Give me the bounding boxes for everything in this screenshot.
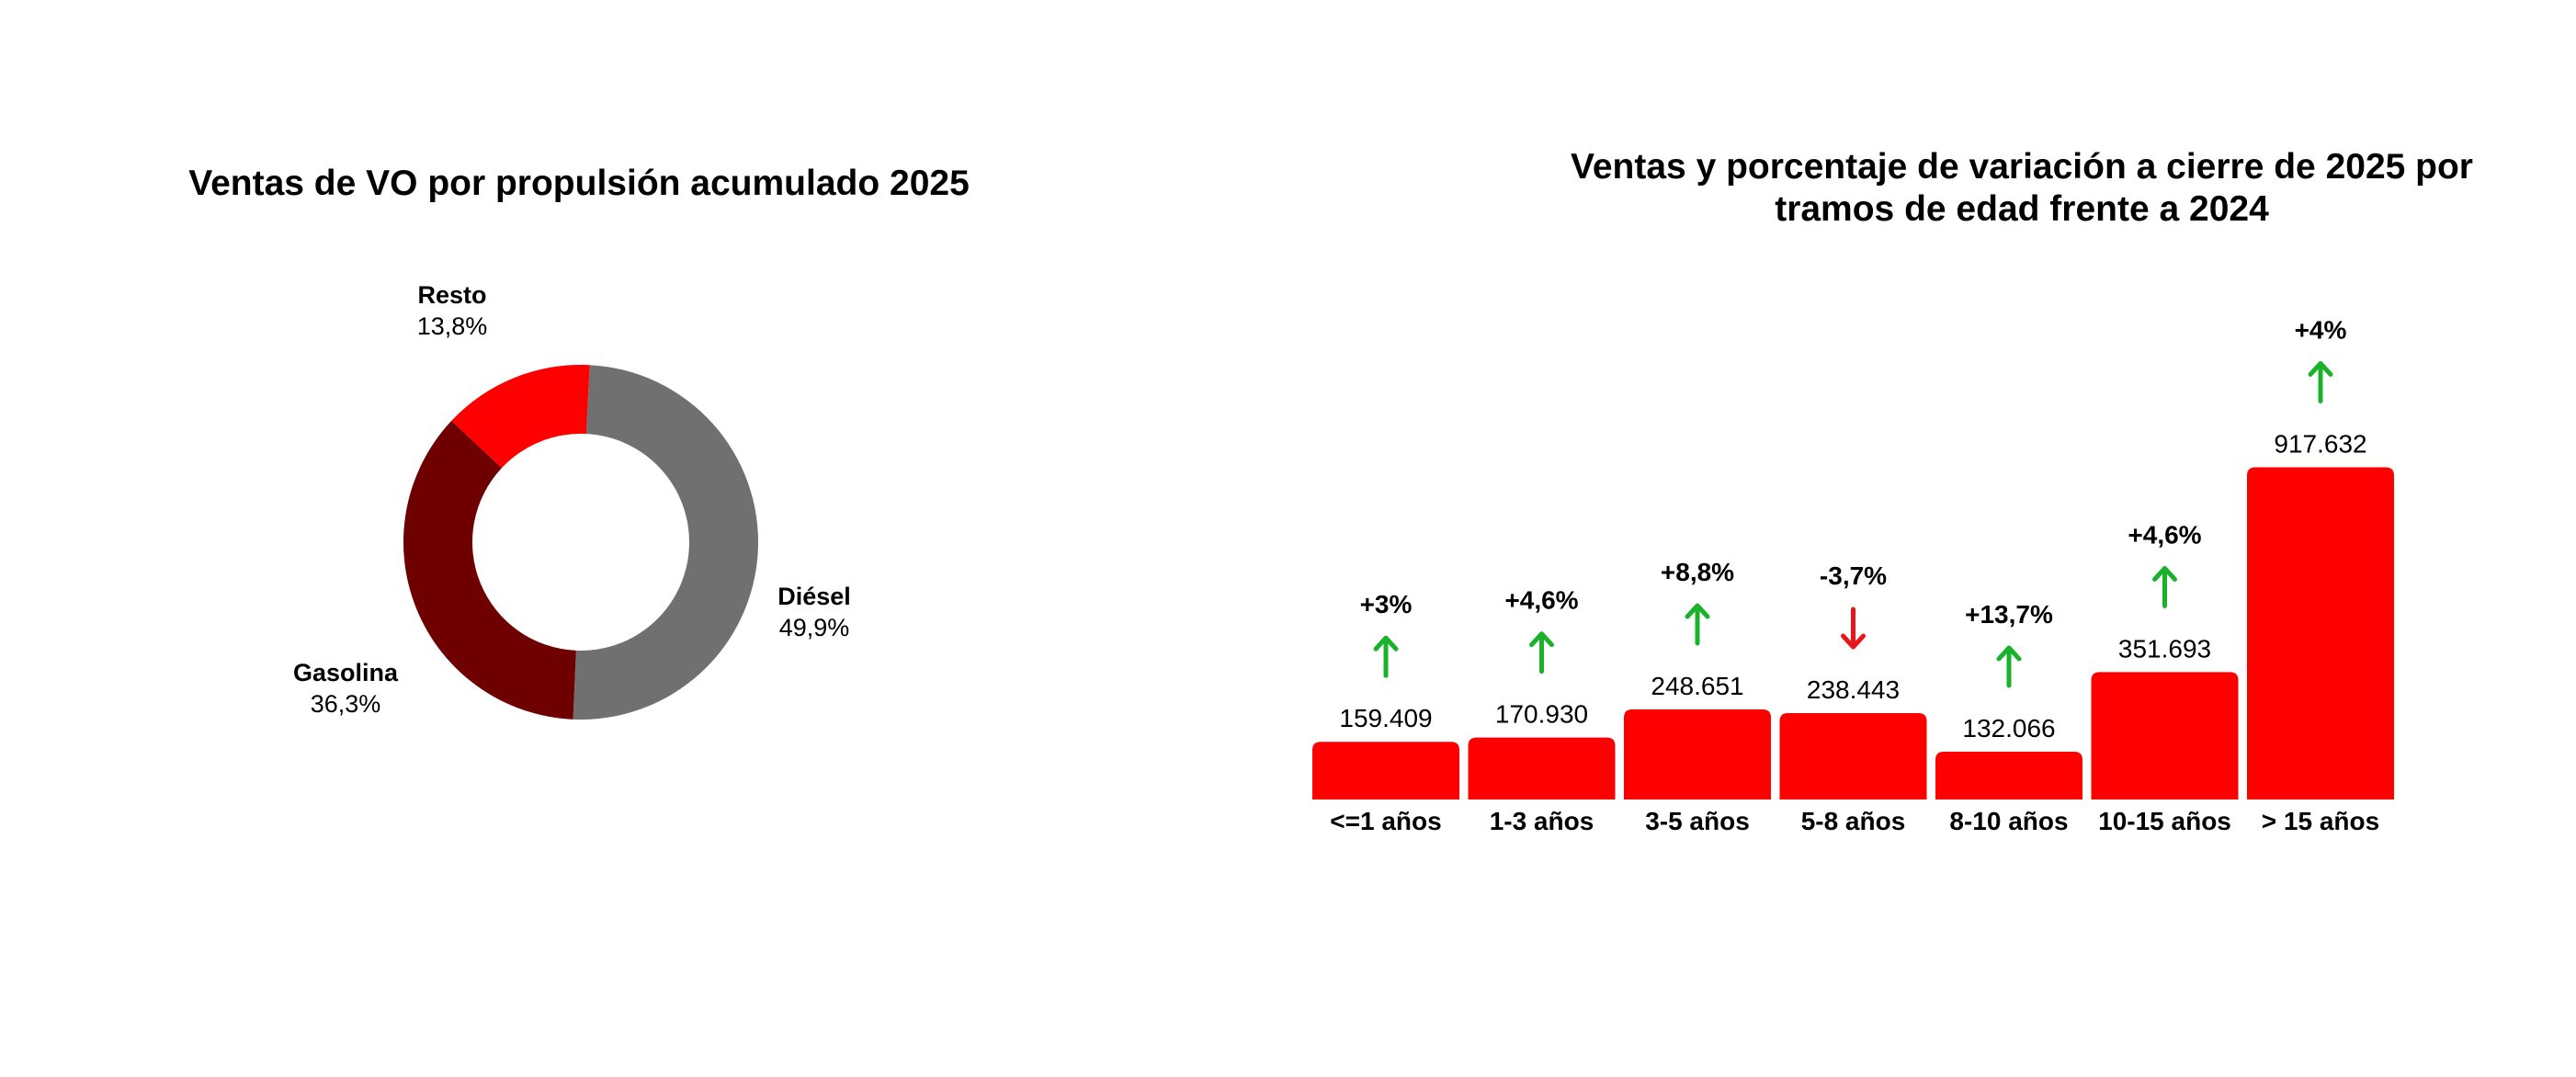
- slice-label-gasolina: Gasolina: [293, 659, 399, 686]
- arrow-down-icon: [1841, 607, 1866, 650]
- arrow-up-icon: [1685, 603, 1710, 646]
- bar-category-label: 1-3 años: [1490, 807, 1594, 835]
- bar-chart-title-line-2: tramos de edad frente a 2024: [1775, 189, 2269, 229]
- bar-chart-title-line-1: Ventas y porcentaje de variación a cierr…: [1571, 147, 2473, 187]
- donut-slice-diesel: [573, 365, 758, 720]
- bar-category-label: 8-10 años: [1949, 807, 2068, 835]
- bar-variation-label: +4%: [2295, 315, 2347, 344]
- slice-label-diesel: Diésel: [777, 583, 851, 610]
- bar: [1935, 751, 2082, 799]
- bar-category-label: <=1 años: [1330, 807, 1441, 835]
- bar-category-label: 3-5 años: [1645, 807, 1750, 835]
- bar: [1312, 742, 1459, 799]
- slice-value-diesel: 49,9%: [779, 614, 850, 641]
- bar: [1624, 709, 1771, 799]
- slice-value-gasolina: 36,3%: [311, 690, 381, 718]
- bar-variation-label: +13,7%: [1965, 600, 2053, 629]
- bar-variation-label: +8,8%: [1661, 558, 1734, 586]
- donut-slices: [403, 365, 758, 720]
- bar-value-label: 248.651: [1651, 672, 1743, 700]
- bar-value-label: 159.409: [1339, 704, 1432, 732]
- arrow-up-icon: [2152, 565, 2177, 608]
- bar-category-label: > 15 años: [2262, 807, 2379, 835]
- bar-value-label: 170.930: [1495, 700, 1588, 729]
- bar-value-label: 917.632: [2274, 429, 2366, 458]
- donut-slice-gasolina: [403, 420, 576, 720]
- arrow-up-icon: [1529, 631, 1554, 675]
- bar-value-label: 238.443: [1807, 675, 1900, 704]
- bar: [1779, 713, 1927, 799]
- bar-variation-label: +4,6%: [2128, 520, 2201, 549]
- bar-variation-label: -3,7%: [1820, 561, 1887, 590]
- arrow-up-icon: [1996, 645, 2022, 688]
- donut-slice-resto: [451, 365, 590, 469]
- slice-value-resto: 13,8%: [417, 312, 488, 340]
- bar-value-label: 132.066: [1962, 714, 2055, 743]
- donut-chart: Ventas de VO por propulsión acumulado 20…: [188, 164, 970, 720]
- bar-category-label: 10-15 años: [2098, 807, 2231, 835]
- bar-variation-label: +4,6%: [1504, 586, 1578, 615]
- bar: [2247, 467, 2394, 799]
- slice-label-resto: Resto: [417, 281, 486, 309]
- bars: 159.409 +3% <=1 años 170.930 +4,6% 1-3 años 24…: [1312, 315, 2394, 835]
- bar-value-label: 351.693: [2118, 634, 2211, 663]
- donut-chart-title: Ventas de VO por propulsión acumulado 20…: [188, 164, 970, 203]
- bar-variation-label: +3%: [1360, 590, 1413, 618]
- arrow-up-icon: [1373, 635, 1399, 678]
- bar-category-label: 5-8 años: [1801, 807, 1906, 835]
- arrow-up-icon: [2308, 360, 2333, 403]
- bar: [1468, 737, 1616, 799]
- bar: [2091, 672, 2239, 799]
